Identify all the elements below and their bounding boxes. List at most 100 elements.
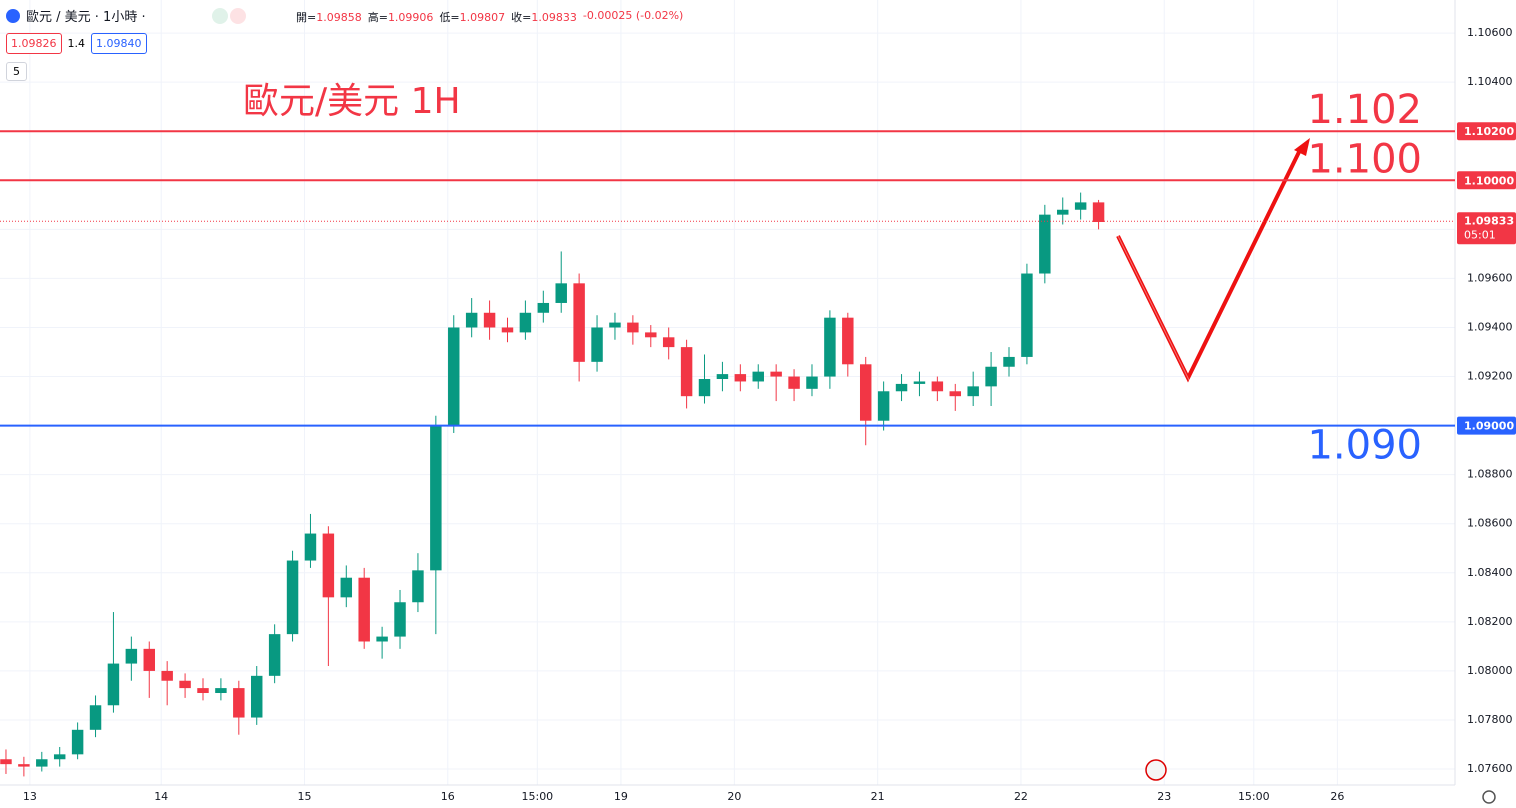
candle-body — [143, 648, 155, 671]
forecast-arrow-shade — [1117, 147, 1305, 384]
candle-body — [1021, 273, 1033, 357]
candle-body — [1039, 214, 1051, 274]
candle-body — [412, 570, 424, 603]
quote-row: 1.09826 1.4 1.09840 — [6, 33, 147, 54]
y-tick-label: 1.08800 — [1467, 468, 1513, 481]
countdown: 05:01 — [1464, 228, 1496, 241]
ohlc-value: 1.09858 — [316, 11, 362, 24]
last-price-tag — [1457, 212, 1516, 245]
candle-body — [770, 371, 782, 377]
candle-body — [985, 366, 997, 387]
candle-body — [394, 602, 406, 637]
candle-body — [71, 729, 84, 755]
candle-body — [824, 317, 836, 377]
symbol-header: 歐元 / 美元 · 1小時 · — [6, 6, 246, 25]
candle-body — [806, 376, 818, 389]
ohlc-item: 開=1.09858 — [296, 9, 362, 25]
event-flag[interactable] — [1145, 759, 1167, 781]
x-tick-label: 20 — [727, 790, 741, 803]
ask-box[interactable]: 1.09840 — [91, 33, 147, 54]
candle-body — [591, 327, 603, 362]
candle-body — [752, 371, 764, 382]
price-tag-label: 1.10200 — [1464, 125, 1514, 138]
delay-badge[interactable] — [229, 7, 246, 24]
ohlc-item: 低=1.09807 — [439, 9, 505, 25]
candle-body — [859, 364, 872, 421]
candle-body — [967, 386, 979, 397]
forecast-arrow — [1116, 149, 1302, 383]
x-tick-label: 14 — [154, 790, 168, 803]
candle-body — [1092, 202, 1105, 223]
candle-body — [573, 283, 585, 362]
candle-body — [1003, 356, 1015, 367]
spread: 1.4 — [67, 37, 86, 50]
market-open-badge[interactable] — [211, 7, 228, 24]
y-tick-label: 1.09400 — [1467, 320, 1513, 333]
ohlc-values: 開=1.09858 高=1.09906 低=1.09807 收=1.09833 -0.0… — [296, 9, 683, 25]
candle-body — [698, 379, 711, 397]
candle-body — [895, 383, 908, 392]
x-tick-label: 22 — [1014, 790, 1028, 803]
candle-body — [286, 560, 299, 635]
chart-title: 歐元/美元 1H — [243, 81, 461, 122]
candle-body — [788, 376, 800, 389]
y-tick-label: 1.08400 — [1467, 566, 1513, 579]
grid — [0, 0, 1455, 785]
candle-body — [465, 312, 478, 328]
y-tick-label: 1.08200 — [1467, 615, 1513, 628]
candle-body — [877, 391, 890, 421]
level-annotation: 1.090 — [1307, 423, 1422, 469]
symbol-icon — [6, 8, 20, 23]
bid-box[interactable]: 1.09826 — [6, 33, 62, 54]
price-tag — [1457, 122, 1516, 141]
candle-body — [304, 533, 317, 561]
ohlc-item: 收=1.09833 — [511, 9, 577, 25]
last-price-label: 1.09833 — [1464, 214, 1514, 227]
candle-body — [107, 663, 120, 706]
candle-body — [89, 705, 102, 730]
price-tag — [1457, 171, 1516, 190]
x-tick-label: 13 — [23, 790, 37, 803]
status-badges — [211, 7, 246, 24]
x-tick-label: 21 — [871, 790, 885, 803]
x-tick-label: 15:00 — [1238, 790, 1270, 803]
candle-body — [340, 577, 353, 598]
indicator-toggle[interactable]: 5 — [6, 62, 27, 81]
candle-body — [501, 327, 514, 333]
y-tick-label: 1.08000 — [1467, 664, 1513, 677]
level-annotation: 1.100 — [1307, 136, 1422, 182]
candle-body — [376, 636, 388, 642]
candle-body — [627, 322, 639, 333]
candle-body — [1074, 202, 1087, 210]
candle-body — [555, 283, 567, 303]
candle-body — [36, 759, 48, 767]
symbol-name[interactable]: 歐元 / 美元 · 1小時 · — [26, 10, 146, 25]
y-tick-label: 1.07600 — [1467, 762, 1513, 775]
candle-body — [949, 391, 962, 397]
x-tick-label: 23 — [1157, 790, 1171, 803]
ohlc-label: 低= — [439, 11, 460, 24]
candle-body — [931, 381, 944, 392]
candle-body — [645, 332, 657, 338]
candle-body — [430, 425, 442, 571]
settings-icon[interactable] — [1482, 790, 1496, 804]
candle-body — [197, 688, 209, 694]
y-tick-label: 1.07800 — [1467, 713, 1513, 726]
price-tag-label: 1.09000 — [1464, 420, 1514, 433]
ohlc-value: -0.00025 (-0.02%) — [582, 9, 684, 22]
candle-body — [125, 648, 138, 664]
candle-body — [179, 680, 191, 689]
candle-body — [268, 634, 281, 676]
x-tick-label: 19 — [614, 790, 628, 803]
candle-body — [250, 675, 263, 718]
candle-body — [215, 688, 227, 694]
y-tick-label: 1.10400 — [1467, 75, 1513, 88]
level-annotation: 1.102 — [1307, 87, 1422, 133]
ohlc-value: 1.09906 — [387, 11, 434, 24]
candle-body — [233, 688, 245, 718]
candle-body — [1057, 209, 1069, 215]
candle-body — [537, 302, 550, 313]
candle-body — [842, 317, 854, 365]
